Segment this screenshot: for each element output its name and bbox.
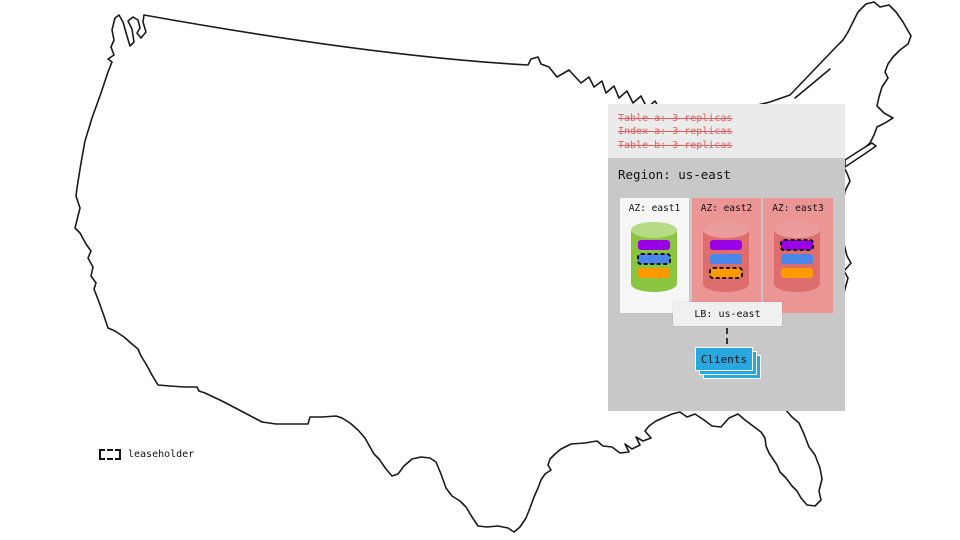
region-panel: Table a: 3 replicas Index a: 3 replicas …	[608, 104, 845, 411]
replica-blue	[781, 254, 813, 264]
az-label: AZ: east2	[700, 203, 753, 214]
leaseholder-swatch-icon	[99, 449, 121, 460]
load-balancer-box: LB: us-east	[673, 302, 782, 326]
clients-stack: Clients	[695, 347, 763, 381]
lb-clients-connector	[726, 328, 728, 344]
policy-table-b: Table b: 3 replicas	[618, 139, 733, 151]
legend-label: leaseholder	[128, 449, 195, 460]
az-box-east2: AZ: east2	[692, 198, 761, 313]
az-label: AZ: east1	[628, 203, 681, 214]
policy-table-a: Table a: 3 replicas	[618, 113, 733, 124]
database-cylinder	[774, 222, 820, 292]
region-box: Region: us-east AZ: east1 AZ: east2 AZ: …	[608, 158, 845, 411]
az-box-east3: AZ: east3	[763, 198, 833, 313]
legend: leaseholder	[99, 449, 194, 460]
database-cylinder	[631, 222, 677, 292]
az-box-east1: AZ: east1	[620, 198, 689, 313]
az-label: AZ: east3	[772, 203, 824, 214]
replica-blue	[710, 254, 742, 264]
zone-config-panel: Table a: 3 replicas Index a: 3 replicas …	[608, 104, 845, 158]
lake-ontario-shore-line	[794, 68, 831, 99]
replica-purple-leaseholder	[780, 239, 814, 251]
replica-orange-leaseholder	[709, 267, 743, 279]
clients-box: Clients	[695, 347, 753, 371]
database-cylinder	[703, 222, 749, 292]
long-island-outline	[844, 142, 877, 168]
replica-orange	[781, 268, 813, 278]
replica-blue-leaseholder	[637, 253, 671, 265]
region-title: Region: us-east	[618, 167, 731, 182]
replica-purple	[710, 240, 742, 250]
policy-index-a: Index a: 3 replicas	[618, 126, 733, 138]
replica-purple	[638, 240, 670, 250]
replica-orange	[638, 268, 670, 278]
